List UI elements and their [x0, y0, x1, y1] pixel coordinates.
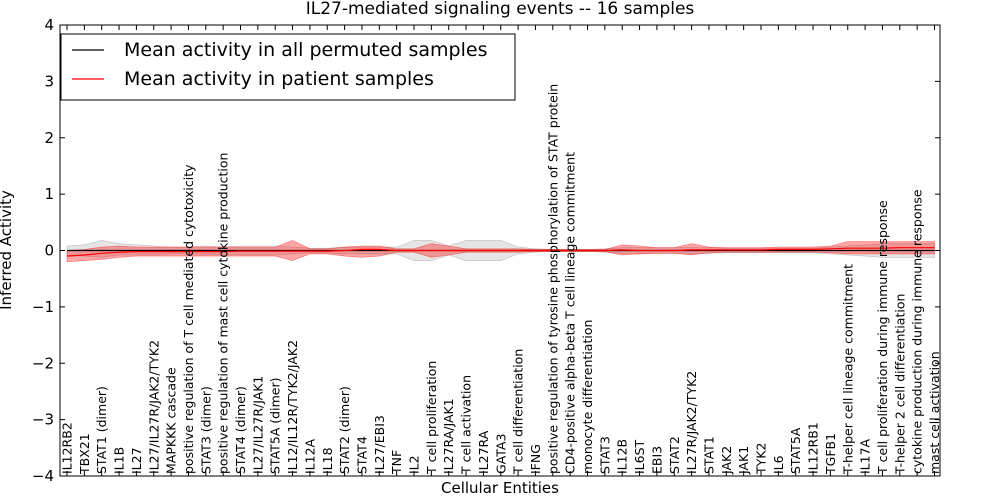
x-tick-label: IL27RA [476, 430, 491, 474]
y-axis: −4 −3 −2 −1 0 1 2 3 4 [32, 16, 940, 485]
x-tick-label: IL12RB1 [806, 422, 821, 474]
x-tick-label: STAT4 [355, 436, 370, 474]
x-tick-label: positive regulation of tyrosine phosphor… [545, 84, 560, 474]
x-tick-label: JAK2 [719, 446, 734, 475]
x-tick-label: STAT2 (dimer) [337, 386, 352, 474]
x-tick-label: STAT3 [597, 436, 612, 474]
legend: Mean activity in all permuted samples Me… [60, 33, 516, 101]
y-axis-label: Inferred Activity [0, 190, 15, 310]
x-tick-label: STAT5A (dimer) [268, 378, 283, 474]
x-tick-label: positive regulation of T cell mediated c… [181, 164, 196, 474]
x-tick-label: positive regulation of mast cell cytokin… [216, 153, 231, 474]
x-tick-label: IL12A [302, 438, 317, 474]
x-tick-label: IL12RB2 [60, 422, 75, 474]
x-tick-label: IL27R/JAK2/TYK2 [684, 371, 699, 474]
x-tick-label: STAT3 (dimer) [198, 386, 213, 474]
x-tick-label: IL27/IL27R/JAK2/TYK2 [146, 340, 161, 474]
series-line-1 [66, 247, 935, 257]
x-tick-label: STAT4 (dimer) [233, 386, 248, 474]
x-tick-label: IL6 [771, 455, 786, 474]
x-tick-label: IL27/IL27R/JAK1 [250, 376, 265, 474]
x-tick-label: cytokine production during immune respon… [910, 189, 925, 474]
x-tick-label: IL18 [320, 447, 335, 474]
x-tick-label: IL27/EBI3 [372, 415, 387, 474]
y-tick-label: −4 [32, 467, 54, 485]
x-tick-label: MAPKKK cascade [164, 367, 179, 474]
x-tick-label: IFNG [528, 444, 543, 474]
x-tick-label: IL2 [407, 455, 422, 474]
x-axis: IL12RB2 TBX21 STAT1 (dimer) IL1B IL27 IL27/IL… [60, 25, 942, 476]
x-tick-label: IL1B [112, 447, 127, 474]
y-tick-label: 4 [44, 16, 54, 34]
x-tick-label: EBI3 [649, 446, 664, 474]
x-tick-label: IL17A [858, 438, 873, 474]
legend-label-permuted: Mean activity in all permuted samples [124, 39, 487, 61]
x-tick-label: CD4-positive alpha-beta T cell lineage c… [563, 152, 578, 474]
y-tick-label: 0 [44, 242, 54, 260]
x-tick-label: IL12B [615, 439, 630, 474]
y-tick-label: 2 [44, 129, 54, 147]
x-tick-label: STAT2 [667, 436, 682, 474]
x-axis-label: Cellular Entities [441, 479, 559, 497]
x-tick-label: T-helper cell lineage commitment [840, 264, 855, 475]
legend-frame [60, 33, 516, 101]
x-tick-label: IL12/IL12R/TYK2/JAK2 [285, 340, 300, 474]
x-tick-label: TBX21 [77, 433, 92, 475]
x-tick-label: IL27RA/JAK1 [441, 398, 456, 474]
x-tick-label: JAK1 [736, 446, 751, 475]
x-tick-label: T cell proliferation during immune respo… [875, 200, 890, 475]
x-tick-label: T cell differentiation [511, 349, 526, 475]
x-tick-label: GATA3 [493, 434, 508, 474]
y-tick-label: −1 [32, 298, 54, 316]
legend-label-patient: Mean activity in patient samples [124, 68, 434, 90]
x-tick-label: T cell activation [459, 375, 474, 475]
y-tick-label: −2 [32, 354, 54, 372]
x-tick-label: IL6ST [632, 439, 647, 474]
x-tick-label: TNF [389, 450, 404, 475]
x-tick-label: STAT1 (dimer) [94, 386, 109, 474]
chart-title: IL27-mediated signaling events -- 16 sam… [306, 0, 695, 19]
x-tick-label: T-helper 2 cell differentiation [892, 294, 907, 475]
x-tick-label: TYK2 [754, 443, 769, 475]
x-tick-label: STAT5A [788, 427, 803, 474]
y-tick-label: 1 [44, 185, 54, 203]
x-tick-label: mast cell activation [927, 351, 942, 474]
y-tick-label: 3 [44, 72, 54, 90]
series-lines [66, 247, 935, 257]
x-tick-label: monocyte differentiation [580, 320, 595, 474]
x-tick-label: T cell proliferation [424, 361, 439, 475]
x-tick-label: STAT1 [702, 436, 717, 474]
y-tick-label: −3 [32, 411, 54, 429]
x-tick-label: IL27 [129, 447, 144, 474]
x-tick-label: TGFB1 [823, 433, 838, 475]
